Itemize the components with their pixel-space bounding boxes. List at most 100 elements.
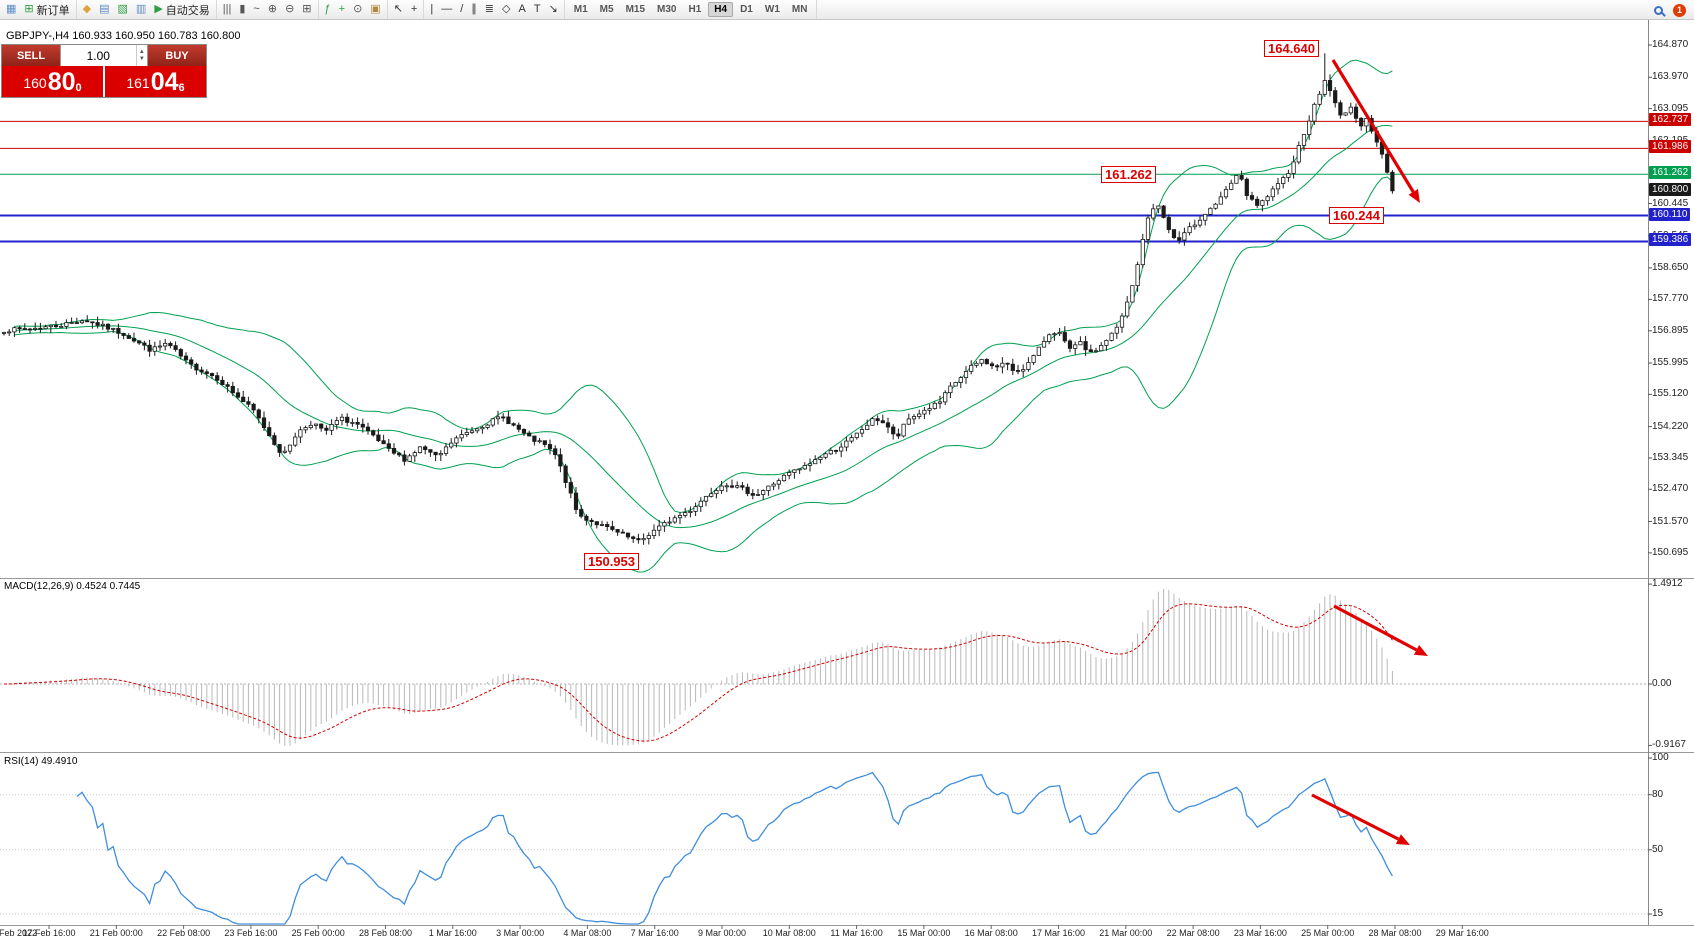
price-axis-tick: 157.770 xyxy=(1652,293,1689,305)
templates-button[interactable]: ▣ xyxy=(366,1,384,18)
text-button[interactable]: A xyxy=(514,1,529,18)
buy-price-pips: 04 xyxy=(150,68,179,96)
time-axis-label: 23 Feb 16:00 xyxy=(224,928,278,938)
toolbar-right: 1 xyxy=(1654,0,1686,20)
chart-ohlc-info: GBPJPY-,H4 160.933 160.950 160.783 160.8… xyxy=(6,30,241,42)
candlestick-chart-icon: ▮ xyxy=(239,3,246,15)
toolbar-group: ◆ ▤ ▧ ▥ ▶ 自动交易 xyxy=(77,0,217,19)
rsi-scale-label: 15 xyxy=(1652,908,1664,919)
indicators-button[interactable]: ƒ xyxy=(321,1,335,18)
market-watch-button[interactable]: ◆ xyxy=(79,1,95,18)
autotrading-button[interactable]: ▶ 自动交易 xyxy=(150,1,213,18)
vertical-line-icon: | xyxy=(430,3,434,15)
text-icon: A xyxy=(518,3,526,15)
price-axis-tick: 150.695 xyxy=(1652,546,1689,558)
buy-price[interactable]: 161 04 6 xyxy=(105,66,206,97)
price-annotation[interactable]: 150.953 xyxy=(584,553,639,570)
arrows-button[interactable]: ↘ xyxy=(545,1,562,18)
tile-windows-icon: ⊞ xyxy=(302,3,312,15)
timeframe-h1-button[interactable]: H1 xyxy=(688,4,702,15)
search-icon[interactable] xyxy=(1654,5,1663,15)
label-icon: T xyxy=(533,3,541,15)
periods-icon: ⊙ xyxy=(353,3,363,15)
macd-scale-label: 1.4912 xyxy=(1652,578,1683,590)
rsi-indicator-label: RSI(14) 49.4910 xyxy=(4,756,78,767)
fibonacci-button[interactable]: ≣ xyxy=(481,1,498,18)
time-axis-label: 4 Mar 08:00 xyxy=(563,928,612,938)
timeframe-mn-button[interactable]: MN xyxy=(791,4,808,15)
time-axis-label: 22 Mar 08:00 xyxy=(1166,928,1220,938)
toolbar-group: | — / ∥ ≣ ◇ A T ↘ xyxy=(424,0,565,19)
crosshair-icon: + xyxy=(410,3,418,15)
price-level-label[interactable]: 162.737 xyxy=(1649,113,1692,127)
zoom-out-button[interactable]: ⊖ xyxy=(281,1,298,18)
sell-button[interactable]: SELL xyxy=(2,45,60,66)
autotrading-label: 自动交易 xyxy=(165,4,210,17)
timeframe-w1-button[interactable]: W1 xyxy=(764,4,780,15)
price-level-label[interactable]: 161.262 xyxy=(1649,166,1692,180)
bar-chart-button[interactable]: ||| xyxy=(219,1,236,18)
cursor-button[interactable]: ↖ xyxy=(390,1,407,18)
new-order-icon: ⊞ xyxy=(24,3,34,15)
crosshair-button[interactable]: + xyxy=(407,1,421,18)
volume-down-button[interactable]: ▼ xyxy=(138,55,145,62)
price-axis-tick: 163.970 xyxy=(1652,71,1689,83)
autotrading-icon: ▶ xyxy=(154,3,163,15)
timeframe-m5-button[interactable]: M5 xyxy=(599,4,614,15)
tile-windows-button[interactable]: ⊞ xyxy=(298,1,315,18)
sell-price[interactable]: 160 80 0 xyxy=(2,66,105,97)
time-axis-label: 21 Mar 00:00 xyxy=(1099,928,1153,938)
price-level-label[interactable]: 160.110 xyxy=(1649,207,1691,221)
time-axis-label: 22 Feb 08:00 xyxy=(157,928,211,938)
horizontal-line-button[interactable]: — xyxy=(437,1,456,18)
zoom-in-button[interactable]: ⊕ xyxy=(264,1,281,18)
add-indicator-icon: + xyxy=(338,3,346,15)
candlestick-chart-button[interactable]: ▮ xyxy=(235,1,249,18)
new-order-button[interactable]: ⊞ 新订单 xyxy=(20,1,73,18)
periods-button[interactable]: ⊙ xyxy=(349,1,366,18)
price-annotation[interactable]: 160.244 xyxy=(1329,207,1384,224)
rsi-scale-label: 100 xyxy=(1652,752,1669,763)
timeframe-m30-button[interactable]: M30 xyxy=(657,4,677,15)
add-indicator-button[interactable]: + xyxy=(335,1,349,18)
buy-button[interactable]: BUY xyxy=(148,45,206,66)
macd-scale-label: -0.9167 xyxy=(1652,739,1686,751)
navigator-button[interactable]: ▧ xyxy=(114,1,132,18)
timeframe-m1-button[interactable]: M1 xyxy=(573,4,588,15)
vertical-line-button[interactable]: | xyxy=(426,1,437,18)
channel-icon: ∥ xyxy=(471,3,477,15)
notification-badge[interactable]: 1 xyxy=(1673,3,1686,17)
trendline-button[interactable]: / xyxy=(456,1,467,18)
timeframe-m15-button[interactable]: M15 xyxy=(625,4,646,15)
channel-button[interactable]: ∥ xyxy=(467,1,481,18)
terminal-button[interactable]: ▥ xyxy=(132,1,150,18)
new-chart-button[interactable]: ▦ xyxy=(2,1,20,18)
price-level-label[interactable]: 159.386 xyxy=(1649,233,1692,247)
volume-input[interactable] xyxy=(61,45,136,66)
time-axis-label: Feb 2022 xyxy=(0,928,38,938)
label-button[interactable]: T xyxy=(530,1,545,18)
time-axis-label: 17 Feb 16:00 xyxy=(22,928,76,938)
toolbar-icon-groups: ▦ ⊞ 新订单 ◆ ▤ ▧ ▥ ▶ 自动交易 ||| ▮ ~ ⊕ ⊖ ⊞ ƒ + ⊙ ▣ ↖ + | — / ∥ ≣ ◇ A T ↘ xyxy=(0,0,565,19)
shapes-button[interactable]: ◇ xyxy=(498,1,514,18)
templates-icon: ▣ xyxy=(370,3,381,15)
price-axis-tick: 153.345 xyxy=(1652,451,1689,463)
price-annotation[interactable]: 161.262 xyxy=(1101,166,1156,183)
toolbar-group: ↖ + xyxy=(388,0,425,19)
line-chart-button[interactable]: ~ xyxy=(249,1,263,18)
time-axis-label: 1 Mar 16:00 xyxy=(428,928,477,938)
data-window-button[interactable]: ▤ xyxy=(95,1,113,18)
new-order-label: 新订单 xyxy=(36,4,70,17)
terminal-icon: ▥ xyxy=(135,3,147,15)
timeframe-h4-button[interactable]: H4 xyxy=(708,2,734,17)
timeframe-d1-button[interactable]: D1 xyxy=(740,4,753,15)
buy-price-figure: 161 xyxy=(126,75,150,91)
price-annotation[interactable]: 164.640 xyxy=(1264,40,1319,57)
price-axis-tick: 152.470 xyxy=(1652,483,1689,495)
sell-price-point: 0 xyxy=(75,82,82,94)
volume-up-button[interactable]: ▲ xyxy=(138,48,145,55)
price-level-label[interactable]: 161.986 xyxy=(1649,140,1692,154)
toolbar-group: ƒ + ⊙ ▣ xyxy=(319,0,388,19)
